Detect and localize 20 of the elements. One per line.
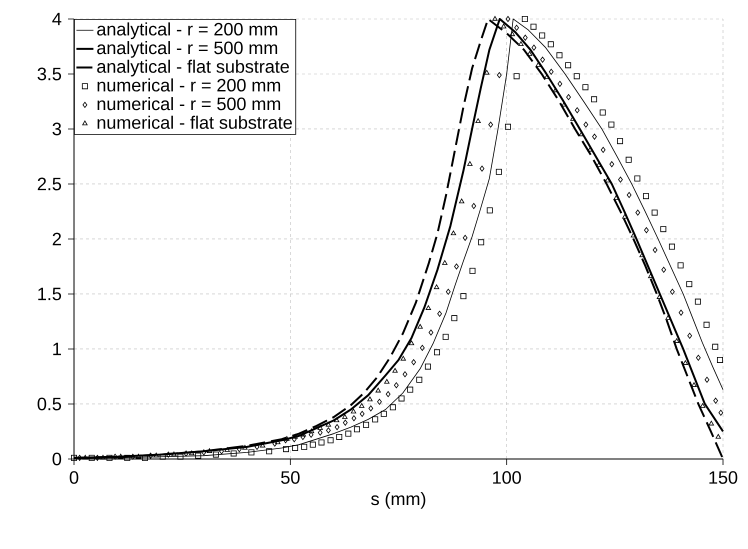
legend-label: analytical - flat substrate: [97, 60, 289, 76]
y-tick-label: 3.5: [38, 68, 62, 80]
legend-label: analytical - r = 500 mm: [97, 41, 278, 58]
y-tick-label: 1: [53, 342, 61, 356]
legend-label: numerical - r = 200 mm: [98, 78, 280, 92]
y-tick-label: 0: [52, 452, 62, 466]
legend-label: numerical - r = 500 mm: [98, 97, 280, 110]
y-tick-label: 1.5: [38, 288, 62, 300]
y-tick-label: 4: [52, 12, 62, 26]
x-tick-label: 150: [709, 471, 738, 484]
legend-label: analytical - r = 200 mm: [97, 22, 278, 40]
legend-label: numerical - flat substrate: [98, 116, 292, 129]
y-tick-label: 2.5: [38, 178, 62, 190]
x-axis-title: s (mm): [371, 492, 426, 509]
x-tick-label: 0: [70, 471, 78, 484]
y-tick-label: 2: [52, 232, 61, 246]
x-tick-label: 100: [493, 471, 521, 484]
x-tick-label: 50: [281, 471, 300, 484]
y-tick-label: 3: [52, 122, 62, 136]
y-tick-label: 0.5: [38, 398, 62, 410]
